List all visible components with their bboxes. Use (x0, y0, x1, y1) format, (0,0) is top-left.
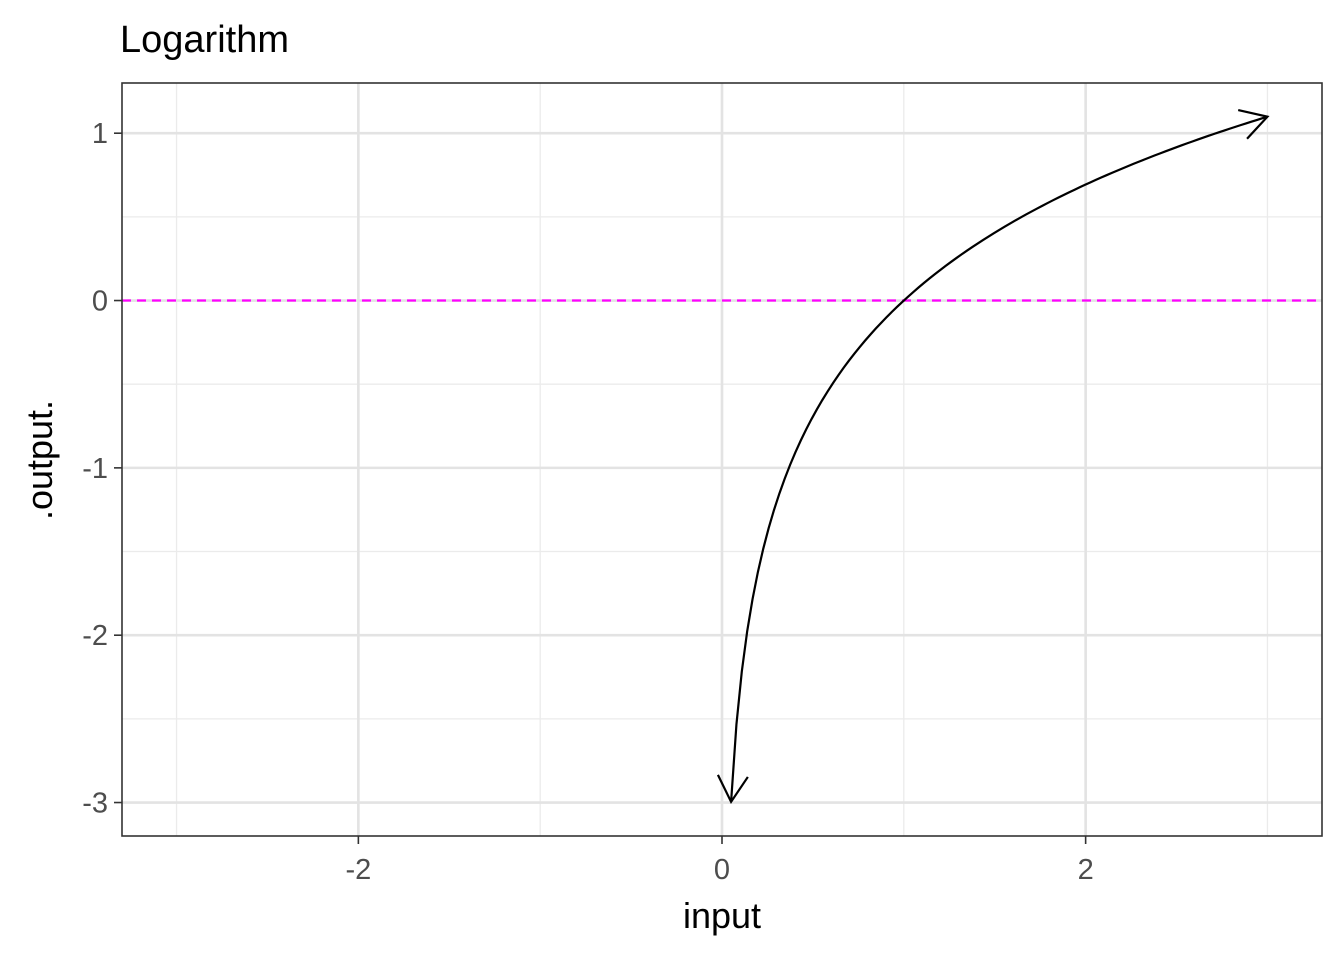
x-tick-label: 2 (1078, 854, 1094, 886)
y-axis-ticks: -3 -2 -1 0 1 (82, 118, 122, 820)
y-tick-label: 0 (92, 286, 108, 318)
y-axis-label: .output. (19, 400, 60, 520)
y-tick-label: -3 (82, 788, 108, 820)
curve-end-arrowhead (1237, 108, 1270, 140)
chart-title: Logarithm (120, 19, 289, 61)
x-axis-label: input (683, 895, 761, 936)
logarithm-curve (729, 115, 1268, 802)
x-tick-label: -2 (345, 854, 371, 886)
curve-start-arrowhead (716, 774, 749, 805)
y-tick-label: 1 (92, 118, 108, 150)
x-tick-label: 0 (714, 854, 730, 886)
x-axis-ticks: -2 0 2 (345, 836, 1094, 886)
y-tick-label: -1 (82, 453, 108, 485)
y-tick-label: -2 (82, 620, 108, 652)
